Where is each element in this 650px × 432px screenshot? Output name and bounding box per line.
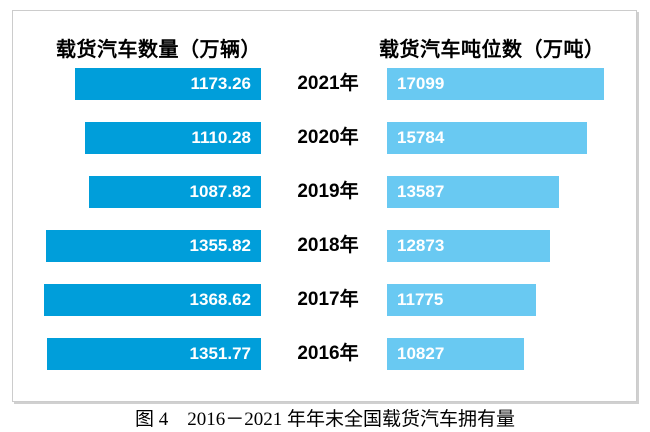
left-bar-value: 1355.82 [189,236,251,255]
left-bar: 1368.62 [44,284,261,316]
year-label: 2019年 [297,181,359,202]
chart-row: 1173.26 2021年 17099 [13,68,636,100]
right-bar-value: 10827 [397,344,445,363]
right-bar-value: 15784 [397,128,445,147]
year-label: 2021年 [297,73,359,94]
chart-row: 1110.28 2020年 15784 [13,122,636,154]
left-bar-value: 1173.26 [190,74,251,93]
right-bar: 17099 [387,68,604,100]
right-bar: 11775 [387,284,537,316]
right-bar-value: 12873 [397,236,445,255]
year-label: 2018年 [297,235,359,256]
chart-row: 1368.62 2017年 11775 [13,284,636,316]
left-bar: 1351.77 [46,338,261,370]
figure-caption: 图 4 2016－2021 年年末全国载货汽车拥有量 [134,409,515,430]
chart-row: 1087.82 2019年 13587 [13,176,636,208]
year-label: 2017年 [297,289,359,310]
left-bar-value: 1368.62 [189,290,251,309]
left-bar-value: 1110.28 [191,128,251,147]
year-label: 2020年 [297,127,359,148]
year-label: 2016年 [297,343,359,364]
left-bar: 1173.26 [74,68,261,100]
chart-frame: 载货汽车数量（万辆） 载货汽车吨位数（万吨） 1173.26 2021年 17099… [12,10,637,402]
left-bar: 1355.82 [46,230,261,262]
left-bar-value: 1087.82 [189,182,251,201]
right-column-header: 载货汽车吨位数（万吨） [379,39,605,61]
left-bar: 1110.28 [84,122,261,154]
right-bar: 10827 [387,338,525,370]
chart-row: 1355.82 2018年 12873 [13,230,636,262]
right-bar-value: 11775 [397,290,444,309]
right-bar: 13587 [387,176,560,208]
chart-row: 1351.77 2016年 10827 [13,338,636,370]
right-bar-value: 17099 [397,74,445,93]
left-bar: 1087.82 [88,176,261,208]
left-bar-value: 1351.77 [189,344,251,363]
right-bar: 12873 [387,230,551,262]
right-bar: 15784 [387,122,588,154]
left-column-header: 载货汽车数量（万辆） [56,39,261,61]
right-bar-value: 13587 [397,182,445,201]
chart-rows: 1173.26 2021年 17099 1110.28 2020年 15784 1087.8… [13,68,636,392]
